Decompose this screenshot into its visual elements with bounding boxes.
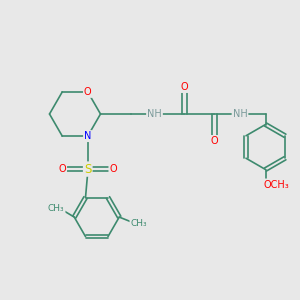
Text: O: O xyxy=(58,164,66,174)
Text: N: N xyxy=(84,131,92,141)
Text: O: O xyxy=(211,136,218,146)
Text: O: O xyxy=(110,164,117,174)
Text: CH₃: CH₃ xyxy=(130,219,147,228)
Text: O: O xyxy=(84,87,92,97)
Text: NH: NH xyxy=(147,109,162,119)
Text: S: S xyxy=(84,163,92,176)
Text: NH: NH xyxy=(232,109,247,119)
Text: OCH₃: OCH₃ xyxy=(263,179,289,190)
Text: O: O xyxy=(181,82,188,92)
Text: CH₃: CH₃ xyxy=(48,204,64,213)
